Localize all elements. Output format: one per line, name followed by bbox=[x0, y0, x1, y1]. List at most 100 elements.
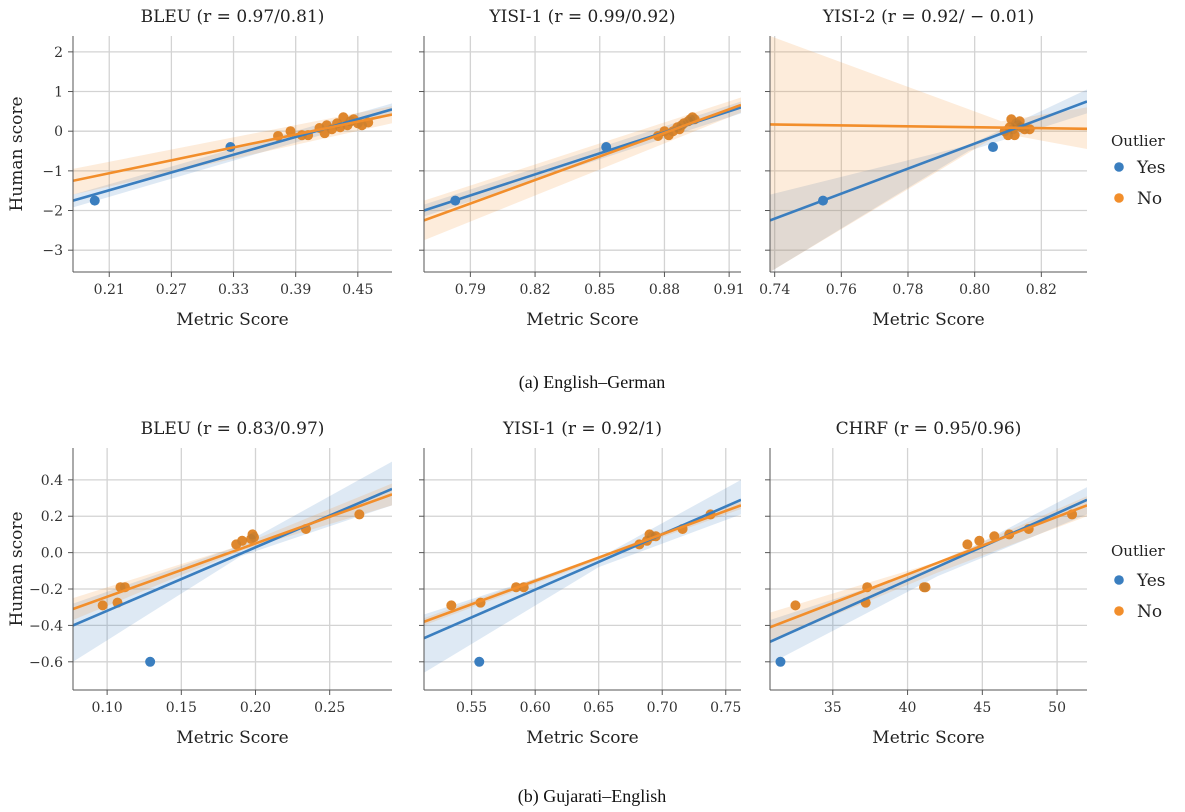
tick-label-x: 0.10 bbox=[92, 700, 123, 716]
legend-marker-yes bbox=[1114, 575, 1124, 585]
fit-line-outlier bbox=[770, 498, 1087, 643]
tick-label-y: −0.6 bbox=[29, 655, 63, 671]
point-normal-shade bbox=[285, 126, 296, 137]
legend-marker-no bbox=[1114, 193, 1124, 203]
point-normal-shade bbox=[246, 533, 257, 544]
tick-label-x: 0.27 bbox=[156, 282, 187, 298]
panel-title: BLEU (r = 0.83/0.97) bbox=[141, 419, 325, 439]
plot-area bbox=[770, 36, 1087, 272]
legend-bottom: Outlier Yes No bbox=[1111, 542, 1166, 622]
tick-label-x: 45 bbox=[973, 700, 991, 716]
point-normal bbox=[97, 600, 108, 611]
fit-line-outlier bbox=[73, 487, 392, 627]
axis-label-x: Metric Score bbox=[872, 310, 984, 330]
legend-label-yes: Yes bbox=[1136, 571, 1166, 591]
plot-area bbox=[424, 97, 741, 241]
tick-label-x: 0.21 bbox=[94, 282, 125, 298]
point-normal bbox=[962, 539, 973, 550]
panel-1-2: 35 40 45 50 CHRF (r = 0.95/0.96) Metric Score bbox=[765, 419, 1087, 748]
axis-label-x: Metric Score bbox=[526, 728, 638, 748]
tick-label-x: 0.75 bbox=[710, 700, 741, 716]
axis-label-x: Metric Score bbox=[526, 310, 638, 330]
tick-label-x: 0.70 bbox=[647, 700, 678, 716]
tick-label-x: 0.79 bbox=[455, 282, 486, 298]
panel-0-0: 2 1 0 −1 −2 −3 0.21 0.27 0.33 0.39 0.45 BLEU (r = 0… bbox=[7, 7, 392, 330]
panel-1-0: 0.4 0.2 0.0 −0.2 −0.4 −0.6 0.10 0.15 0.20 0.25 BLE… bbox=[7, 419, 392, 748]
caption-b: (b) Gujarati–English bbox=[518, 786, 666, 807]
legend-title: Outlier bbox=[1111, 542, 1165, 560]
point-normal bbox=[249, 532, 260, 543]
point-normal bbox=[1009, 130, 1020, 141]
tick-label-x: 0.78 bbox=[892, 282, 923, 298]
tick-label-x: 0.20 bbox=[240, 700, 271, 716]
plot-area bbox=[424, 479, 741, 673]
point-normal bbox=[446, 600, 457, 611]
point-outlier bbox=[474, 656, 485, 667]
axis-label-y: Human score bbox=[7, 96, 27, 211]
point-normal-shade bbox=[919, 582, 930, 593]
legend-label-no: No bbox=[1137, 602, 1162, 622]
point-outlier bbox=[988, 142, 998, 153]
point-normal-shade bbox=[446, 600, 457, 611]
panel-0-2: 0.74 0.76 0.78 0.80 0.82 YISI-2 (r = 0.92/ − … bbox=[759, 7, 1087, 330]
ci-band-outlier bbox=[73, 461, 392, 662]
point-normal-shade bbox=[354, 509, 365, 520]
axis-label-x: Metric Score bbox=[176, 310, 288, 330]
tick-label-x: 0.15 bbox=[166, 700, 197, 716]
tick-label-y: −2 bbox=[42, 204, 63, 220]
panel-title: YISI-1 (r = 0.99/0.92) bbox=[488, 7, 675, 27]
panels: 2 1 0 −1 −2 −3 0.21 0.27 0.33 0.39 0.45 BLEU (r = 0… bbox=[7, 7, 1087, 748]
caption-a: (a) English–German bbox=[519, 372, 665, 393]
panel-title: YISI-1 (r = 0.92/1) bbox=[502, 419, 662, 439]
plot-area bbox=[73, 103, 392, 208]
ci-band-outlier bbox=[424, 479, 741, 673]
point-normal-shade bbox=[237, 535, 248, 546]
tick-label-y: 1 bbox=[54, 85, 63, 101]
legend-marker-no bbox=[1114, 606, 1124, 616]
plot-area bbox=[770, 487, 1087, 667]
tick-label-x: 0.82 bbox=[1026, 282, 1057, 298]
point-normal-shade bbox=[790, 600, 801, 611]
point-normal-shade bbox=[97, 600, 108, 611]
point-outlier bbox=[145, 656, 156, 667]
tick-label-x: 0.91 bbox=[714, 282, 745, 298]
tick-label-x: 0.74 bbox=[759, 282, 790, 298]
tick-label-y: 0.0 bbox=[41, 546, 63, 562]
tick-label-x: 0.39 bbox=[280, 282, 311, 298]
point-normal-shade bbox=[249, 532, 260, 543]
plot-area bbox=[73, 461, 392, 667]
point-normal-shade bbox=[1006, 114, 1017, 125]
fit-line-outlier bbox=[770, 100, 1087, 222]
tick-label-y: −1 bbox=[42, 164, 63, 180]
tick-label-x: 40 bbox=[899, 700, 917, 716]
panel-0-1: 0.79 0.82 0.85 0.88 0.91 YISI-1 (r = 0.99/0.9… bbox=[419, 7, 745, 330]
legend-marker-yes bbox=[1114, 162, 1124, 172]
legend-title: Outlier bbox=[1111, 132, 1165, 150]
tick-label-x: 0.33 bbox=[218, 282, 249, 298]
tick-label-x: 35 bbox=[824, 700, 842, 716]
point-normal-shade bbox=[687, 112, 698, 123]
fit-line-normal bbox=[73, 493, 392, 611]
tick-label-y: −0.4 bbox=[29, 618, 63, 634]
point-normal bbox=[354, 509, 365, 520]
tick-label-y: −0.2 bbox=[29, 582, 63, 598]
fit-line-normal bbox=[424, 504, 741, 623]
point-normal bbox=[285, 126, 296, 137]
point-normal-shade bbox=[1014, 116, 1025, 127]
tick-label-x: 0.45 bbox=[342, 282, 373, 298]
tick-label-y: 0.2 bbox=[41, 509, 63, 525]
legend-top: Outlier Yes No bbox=[1111, 132, 1166, 209]
panel-title: YISI-2 (r = 0.92/ − 0.01) bbox=[822, 7, 1034, 27]
legend-label-yes: Yes bbox=[1136, 158, 1166, 178]
panel-1-1: 0.55 0.60 0.65 0.70 0.75 YISI-1 (r = 0.92/1) M… bbox=[419, 419, 741, 748]
fit-line-normal bbox=[424, 103, 741, 222]
point-normal bbox=[920, 582, 931, 593]
panel-title: CHRF (r = 0.95/0.96) bbox=[836, 419, 1022, 439]
tick-label-x: 0.80 bbox=[959, 282, 990, 298]
point-outlier bbox=[775, 656, 786, 667]
tick-label-x: 0.65 bbox=[583, 700, 614, 716]
tick-label-y: 0.4 bbox=[41, 473, 63, 489]
point-normal-shade bbox=[974, 535, 985, 546]
legend-label-no: No bbox=[1137, 189, 1162, 209]
point-normal-shade bbox=[920, 582, 931, 593]
